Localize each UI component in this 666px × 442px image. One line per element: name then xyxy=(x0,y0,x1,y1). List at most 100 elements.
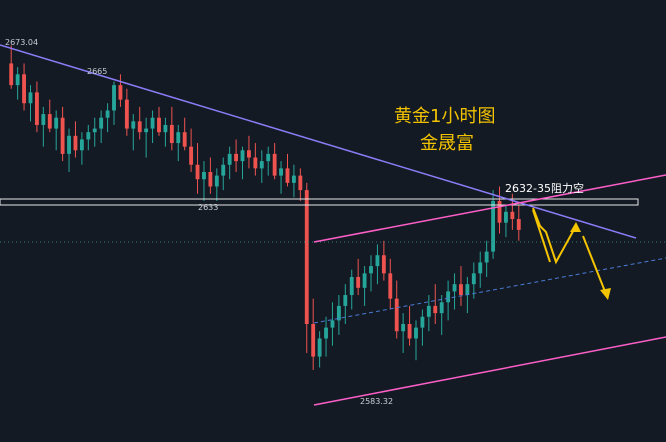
candle-body xyxy=(92,128,97,133)
channel-lower-line xyxy=(313,336,666,406)
candle-body xyxy=(362,273,367,288)
candle-body xyxy=(459,284,463,296)
candle-body xyxy=(259,161,264,169)
candle-body xyxy=(112,85,116,111)
channel-upper-line xyxy=(313,174,666,243)
candle-body xyxy=(73,135,78,151)
chart-subtitle: 金晟富 xyxy=(420,133,474,154)
candle-body xyxy=(131,121,136,129)
chart-title: 黄金1小时图 xyxy=(394,106,495,127)
candle-body xyxy=(510,211,515,220)
candle-body xyxy=(414,327,418,339)
candle-body xyxy=(285,168,290,183)
downtrend-line xyxy=(0,44,637,239)
candle-body xyxy=(157,117,161,133)
candle-body xyxy=(144,128,149,133)
candle-body xyxy=(304,190,309,324)
candle-body xyxy=(240,150,245,162)
candle-body xyxy=(491,200,496,252)
label-swing-high: 2665 xyxy=(87,67,107,76)
candle-body xyxy=(9,63,14,86)
candle-body xyxy=(22,74,26,104)
candle-body xyxy=(369,266,373,274)
candle-body xyxy=(349,276,354,296)
candle-body xyxy=(60,117,65,154)
candle-body xyxy=(420,316,425,328)
candle-body xyxy=(388,273,393,299)
candle-body xyxy=(86,132,91,140)
candle-body xyxy=(375,255,380,267)
candle-body xyxy=(426,305,431,317)
projection-first-leg xyxy=(532,209,551,263)
candle-body xyxy=(272,153,277,176)
candle-body xyxy=(291,175,296,183)
candle-body xyxy=(279,168,283,176)
candle-body xyxy=(214,175,219,187)
candle-body xyxy=(79,139,84,151)
candle-body xyxy=(471,273,476,285)
candle-body xyxy=(169,124,174,144)
candles-group xyxy=(9,45,521,370)
label-high-start: 2673.04 xyxy=(5,38,38,47)
candle-body xyxy=(67,135,71,154)
candle-body xyxy=(439,302,444,314)
projection-down-path xyxy=(582,235,607,295)
candle-body xyxy=(298,175,303,191)
overlays-group xyxy=(0,44,666,406)
candle-body xyxy=(478,262,483,274)
candle-body xyxy=(356,276,361,288)
candle-body xyxy=(221,164,226,176)
candle-body xyxy=(195,164,200,180)
candle-body xyxy=(15,74,20,86)
candle-body xyxy=(336,305,341,321)
projection-up-arrowhead xyxy=(570,222,581,232)
label-support: 2633 xyxy=(198,203,218,212)
candle-body xyxy=(433,305,438,314)
candle-body xyxy=(99,117,104,129)
label-resistance-zone: 2632-35阻力空 xyxy=(505,181,584,195)
candle-body xyxy=(497,200,502,223)
candle-body xyxy=(504,211,508,223)
candle-body xyxy=(401,324,406,332)
candle-body xyxy=(41,114,46,125)
projection-down-arrowhead xyxy=(600,288,611,300)
candle-body xyxy=(176,132,181,144)
candle-body xyxy=(28,92,33,104)
candle-body xyxy=(330,320,335,328)
candle-body xyxy=(381,255,386,274)
candle-body xyxy=(227,153,232,165)
candle-body xyxy=(452,284,457,292)
candle-body xyxy=(54,117,59,129)
resistance-box xyxy=(0,198,639,206)
candle-body xyxy=(202,172,206,180)
candle-body xyxy=(105,110,110,118)
candle-body xyxy=(150,117,155,129)
candle-body xyxy=(317,338,322,357)
candle-body xyxy=(118,85,123,100)
candle-body xyxy=(182,132,187,147)
candle-body xyxy=(124,99,129,129)
candle-body xyxy=(208,172,213,187)
label-low: 2583.32 xyxy=(360,397,393,406)
candle-body xyxy=(163,124,168,133)
candle-body xyxy=(266,153,271,162)
candle-body xyxy=(189,146,194,165)
channel-mid-line xyxy=(313,257,666,324)
candle-body xyxy=(324,327,328,339)
candle-body xyxy=(465,284,470,296)
candle-body xyxy=(137,121,142,133)
candle-body xyxy=(516,219,521,230)
candle-body xyxy=(234,153,239,162)
candle-body xyxy=(446,291,451,303)
candle-body xyxy=(343,295,348,306)
candle-body xyxy=(247,150,251,158)
candle-body xyxy=(47,114,52,129)
candle-body xyxy=(484,251,489,263)
projection-up-path xyxy=(532,207,577,265)
candle-body xyxy=(407,324,412,339)
candle-body xyxy=(394,298,399,332)
labels-group: 2673.04 2665 2633 2583.32 2632-35阻力空 黄金1小时图金晟… xyxy=(5,38,584,406)
candle-body xyxy=(34,92,39,125)
